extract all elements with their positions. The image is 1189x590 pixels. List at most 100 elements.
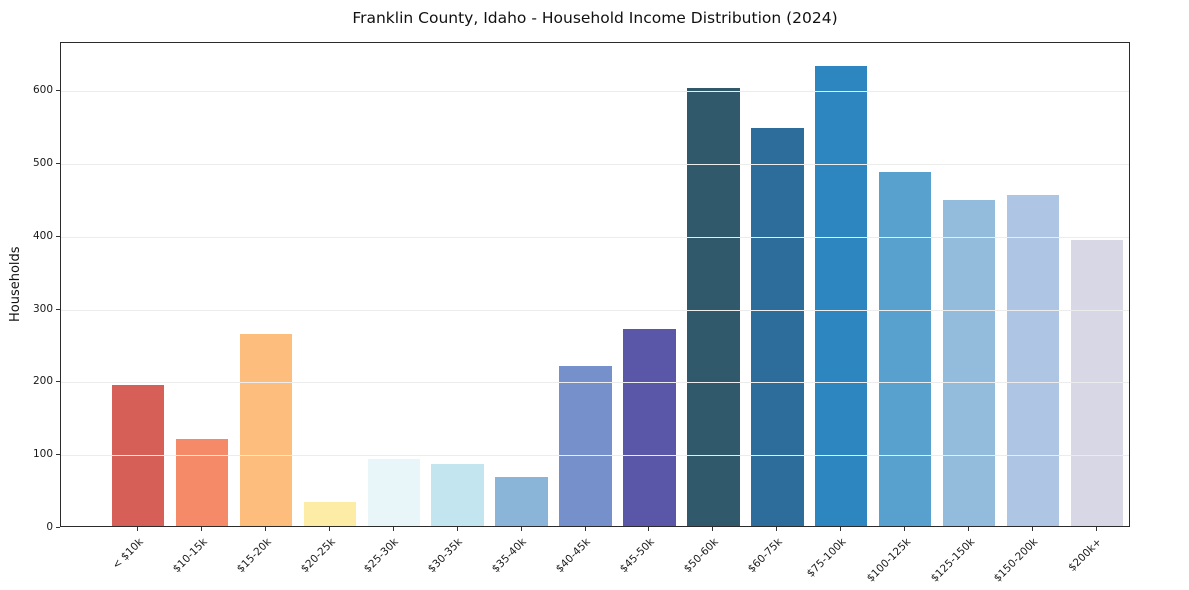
y-tick-mark [56, 454, 60, 456]
bar [623, 329, 676, 526]
x-tick-mark [456, 527, 458, 531]
x-slot: $10-15k [169, 527, 233, 587]
x-tick-mark [1096, 527, 1098, 531]
x-tick-mark [136, 527, 138, 531]
x-slot: < $10k [105, 527, 169, 587]
bar-slot [234, 43, 298, 526]
x-tick-mark [648, 527, 650, 531]
bar [175, 438, 229, 526]
bar [942, 199, 996, 526]
x-tick-label: $200k+ [1066, 536, 1105, 574]
x-tick-label: $125-150k [928, 536, 977, 585]
x-tick-label: $50-60k [681, 536, 721, 576]
bar-slot [426, 43, 490, 526]
bar [239, 333, 293, 526]
bar [879, 172, 932, 526]
x-tick-mark [520, 527, 522, 531]
x-tick-label: $40-45k [553, 536, 594, 576]
x-tick-mark [392, 527, 394, 531]
x-tick-label: $15-20k [234, 536, 274, 576]
bar [751, 127, 804, 526]
y-tick-mark [56, 381, 60, 383]
gridline [61, 309, 1129, 311]
x-slot: $25-30k [361, 527, 425, 587]
bar-slot [170, 43, 234, 526]
x-tick-mark [328, 527, 330, 531]
bar [495, 476, 548, 526]
bar-slot [618, 43, 682, 526]
bar [559, 366, 612, 526]
x-slot: $40-45k [553, 527, 617, 587]
x-tick-mark [584, 527, 586, 531]
y-tick-label: 600 [32, 84, 53, 97]
x-tick-label: $45-50k [617, 536, 657, 576]
y-tick-mark [56, 235, 60, 237]
bar [1006, 195, 1060, 526]
bar-slot [873, 43, 937, 526]
x-tick-label: $75-100k [804, 536, 849, 580]
bar-slot [490, 43, 554, 526]
bar-slot [106, 43, 170, 526]
bar-slot [554, 43, 618, 526]
x-tick-label: $20-25k [298, 536, 338, 576]
bars [106, 43, 1129, 526]
x-tick-label: $150-200k [992, 536, 1041, 585]
y-tick-label: 200 [32, 375, 53, 388]
x-tick-label: $35-40k [489, 536, 530, 576]
y-tick-mark [56, 90, 60, 92]
x-slot: $30-35k [425, 527, 489, 587]
bar [431, 463, 484, 526]
y-tick-mark [56, 527, 60, 528]
x-slot: $45-50k [617, 527, 681, 587]
x-slot: $100-125k [864, 527, 936, 587]
bar [687, 87, 740, 526]
gridline [61, 236, 1129, 238]
y-tick-label: 100 [32, 448, 53, 461]
y-tick-mark [56, 308, 60, 310]
x-tick-mark [200, 527, 202, 531]
x-tick-mark [904, 527, 906, 531]
x-tick-mark [776, 527, 778, 531]
gridline [61, 382, 1129, 384]
x-slot: $75-100k [804, 527, 872, 587]
bar-slot [937, 43, 1001, 526]
x-tick-mark [968, 527, 970, 531]
x-slot: $15-20k [233, 527, 297, 587]
x-slot: $60-75k [744, 527, 808, 587]
x-axis-labels: < $10k $10-15k $15-20k $20-25k $25-30k $30-35… [105, 527, 1128, 587]
plot-area [60, 42, 1130, 527]
y-tick-label: 300 [32, 302, 53, 315]
y-tick-label: 500 [32, 156, 53, 169]
gridline [61, 455, 1129, 457]
x-slot: $35-40k [489, 527, 553, 587]
bar-slot [362, 43, 426, 526]
x-tick-label: $10-15k [170, 536, 210, 576]
x-tick-mark [840, 527, 842, 531]
bar-slot [745, 43, 809, 526]
gridline [61, 163, 1129, 165]
bar [367, 459, 420, 526]
x-tick-label: $60-75k [745, 536, 785, 576]
x-tick-mark [712, 527, 714, 531]
x-tick-label: $30-35k [426, 536, 466, 576]
bar-slot [298, 43, 362, 526]
x-tick-mark [264, 527, 266, 531]
x-slot: $200k+ [1064, 527, 1128, 587]
x-tick-label: $25-30k [362, 536, 402, 576]
chart-title: Franklin County, Idaho - Household Incom… [352, 9, 838, 27]
x-slot: $125-150k [928, 527, 1000, 587]
bar-slot [681, 43, 745, 526]
y-tick-label: 0 [46, 521, 53, 533]
x-slot: $150-200k [992, 527, 1064, 587]
x-slot: $50-60k [680, 527, 744, 587]
bar [303, 502, 356, 526]
bar [815, 66, 868, 526]
x-tick-mark [1032, 527, 1034, 531]
x-tick-label: $100-125k [864, 536, 913, 585]
bar-slot [1065, 43, 1129, 526]
x-slot: $20-25k [297, 527, 361, 587]
bar-slot [809, 43, 873, 526]
y-tick-label: 400 [32, 229, 53, 242]
gridline [61, 91, 1129, 93]
